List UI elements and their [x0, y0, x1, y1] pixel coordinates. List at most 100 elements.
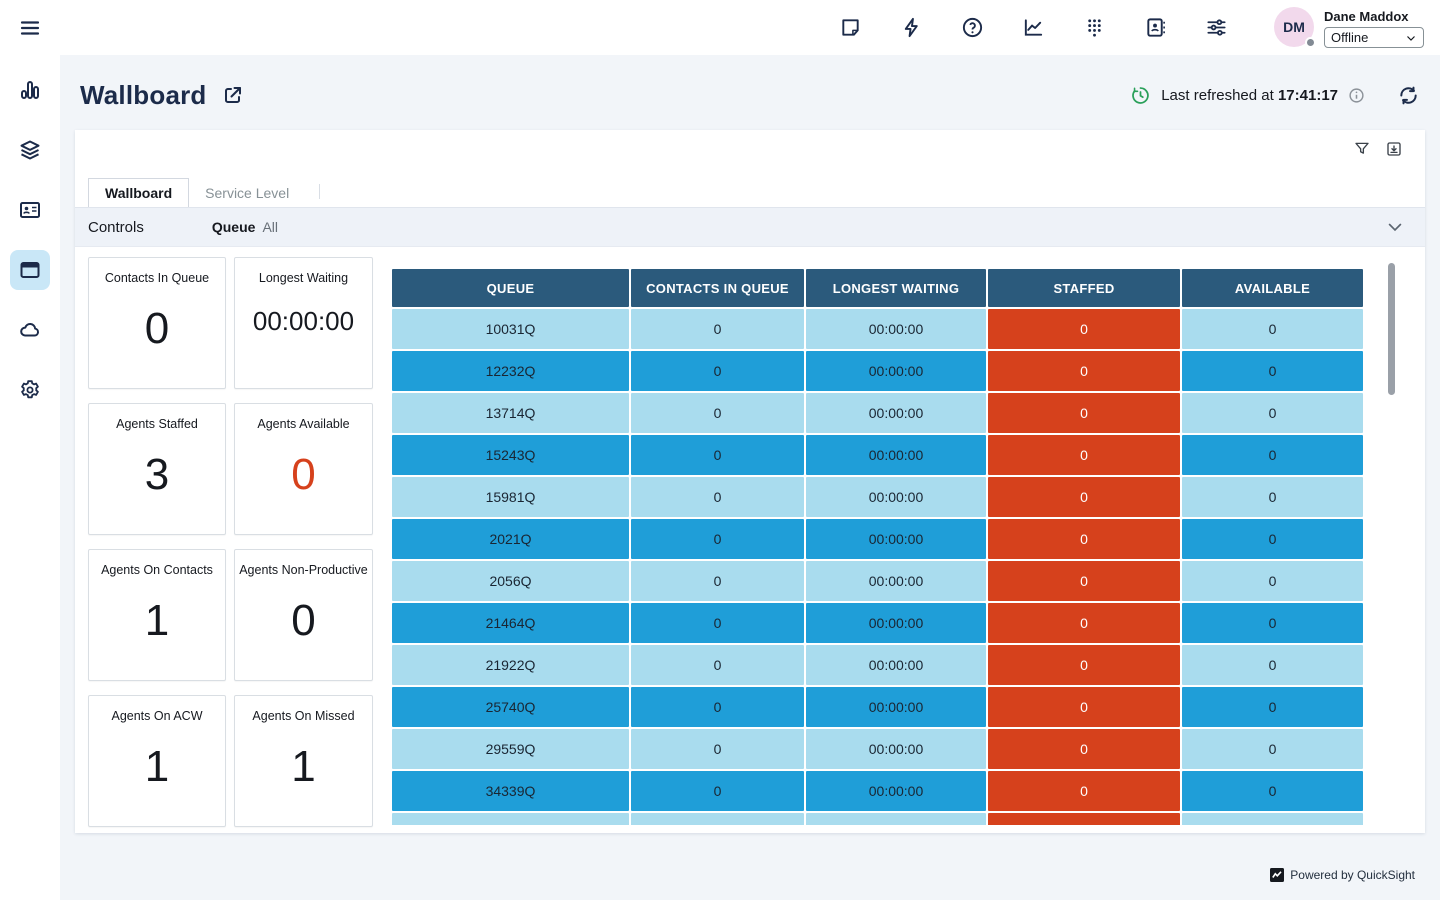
gear-icon: [18, 378, 42, 402]
filter-icon[interactable]: [1353, 140, 1371, 158]
value-cell: 0: [631, 477, 804, 517]
column-header: LONGEST WAITING: [806, 269, 986, 307]
note-icon[interactable]: [839, 16, 862, 39]
kpi-value: 0: [291, 596, 316, 645]
dialpad-icon[interactable]: [1083, 16, 1106, 39]
kpi-label: Agents Non-Productive: [239, 563, 368, 577]
kpi-card: Agents Non-Productive 0: [234, 549, 373, 681]
queue-cell: 2021Q: [392, 519, 629, 559]
value-cell: 00:00:00: [806, 603, 986, 643]
queue-filter-value: All: [262, 219, 278, 235]
value-cell: 00:00:00: [806, 771, 986, 811]
value-cell: 00:00:00: [806, 393, 986, 433]
tab-divider: [319, 184, 321, 199]
collapse-chevron-icon[interactable]: [1385, 217, 1405, 237]
sliders-icon[interactable]: [1205, 16, 1228, 39]
refresh-time: 17:41:17: [1277, 86, 1338, 104]
kpi-card: Agents Available 0: [234, 403, 373, 535]
menu-button[interactable]: [10, 8, 50, 48]
sidebar-item-metrics[interactable]: [10, 70, 50, 110]
kpi-card: Agents On ACW 1: [88, 695, 226, 827]
metrics-icon[interactable]: [1022, 16, 1045, 39]
queue-cell: 15243Q: [392, 435, 629, 475]
last-refreshed-text: Last refreshed at 17:41:17: [1161, 86, 1338, 104]
table-scrollbar[interactable]: [1388, 263, 1395, 395]
value-cell: 0: [1182, 561, 1363, 601]
value-cell: 0: [988, 435, 1180, 475]
kpi-label: Agents On ACW: [111, 709, 203, 723]
value-cell: 0: [631, 309, 804, 349]
kpi-label: Agents Available: [257, 417, 350, 431]
value-cell: 0: [988, 603, 1180, 643]
column-header: CONTACTS IN QUEUE: [631, 269, 804, 307]
value-cell: 0: [631, 519, 804, 559]
controls-label: Controls: [88, 218, 144, 236]
left-sidebar: [0, 0, 60, 900]
window-icon: [18, 258, 42, 282]
value-cell: 0: [1182, 603, 1363, 643]
refresh-icon[interactable]: [1397, 84, 1420, 107]
value-cell: 00:00:00: [806, 309, 986, 349]
user-chip: DM Dane Maddox Offline: [1274, 7, 1424, 48]
sidebar-item-flows[interactable]: [10, 130, 50, 170]
kpi-label: Longest Waiting: [258, 271, 349, 285]
external-link-icon[interactable]: [221, 83, 245, 107]
kpi-value: 3: [144, 450, 170, 499]
contacts-icon[interactable]: [1144, 16, 1167, 39]
column-header: STAFFED: [988, 269, 1180, 307]
tab-service-level[interactable]: Service Level: [205, 185, 290, 201]
cloud-icon: [18, 318, 42, 342]
queue-cell: 2056Q: [392, 561, 629, 601]
info-icon[interactable]: [1348, 87, 1365, 104]
hamburger-icon: [18, 16, 42, 40]
value-cell: 00:00:00: [806, 519, 986, 559]
dashboard-panel: Wallboard Service Level Controls Queue A…: [75, 130, 1425, 833]
value-cell: 0: [988, 687, 1180, 727]
kpi-label: Agents Staffed: [116, 417, 198, 431]
value-cell: 0: [631, 687, 804, 727]
status-dot: [1305, 37, 1316, 48]
column-header: QUEUE: [392, 269, 629, 307]
tab-bar: Wallboard Service Level: [88, 178, 321, 207]
kpi-card: Agents On Missed 1: [234, 695, 373, 827]
value-cell: [988, 813, 1180, 825]
queue-cell: 34339Q: [392, 771, 629, 811]
kpi-value: 0: [144, 304, 170, 353]
value-cell: 0: [631, 645, 804, 685]
quicksight-footer: Powered by QuickSight: [1270, 868, 1415, 882]
value-cell: 0: [1182, 309, 1363, 349]
sidebar-item-wallboard[interactable]: [10, 250, 50, 290]
value-cell: 0: [1182, 729, 1363, 769]
value-cell: 00:00:00: [806, 729, 986, 769]
value-cell: 0: [988, 771, 1180, 811]
tab-wallboard[interactable]: Wallboard: [88, 178, 190, 207]
queue-cell: 29559Q: [392, 729, 629, 769]
value-cell: 0: [1182, 645, 1363, 685]
value-cell: 0: [988, 729, 1180, 769]
quicksight-logo-icon: [1270, 868, 1285, 882]
kpi-value: 0: [291, 450, 316, 499]
sidebar-item-users[interactable]: [10, 190, 50, 230]
kpi-value: 1: [144, 742, 170, 791]
value-cell: [631, 813, 804, 825]
kpi-value: 00:00:00: [252, 305, 355, 336]
queue-cell: 10031Q: [392, 309, 629, 349]
queue-cell: 15981Q: [392, 477, 629, 517]
sidebar-item-cloud[interactable]: [10, 310, 50, 350]
kpi-grid: Contacts In Queue 0 Longest Waiting 00:00:0…: [88, 257, 373, 827]
value-cell: 0: [988, 309, 1180, 349]
value-cell: 00:00:00: [806, 687, 986, 727]
avatar[interactable]: DM: [1274, 7, 1314, 47]
page-title: Wallboard: [80, 79, 207, 110]
value-cell: 00:00:00: [806, 561, 986, 601]
status-dropdown[interactable]: Offline: [1324, 27, 1424, 48]
export-icon[interactable]: [1385, 140, 1403, 158]
bolt-icon[interactable]: [900, 16, 923, 39]
value-cell: 00:00:00: [806, 435, 986, 475]
sidebar-item-settings[interactable]: [10, 370, 50, 410]
main-content: Wallboard Last refreshed at 17:41:17: [60, 55, 1440, 900]
help-icon[interactable]: [961, 16, 984, 39]
queue-filter[interactable]: Queue All: [212, 219, 278, 235]
kpi-label: Contacts In Queue: [104, 271, 210, 285]
value-cell: 0: [631, 435, 804, 475]
